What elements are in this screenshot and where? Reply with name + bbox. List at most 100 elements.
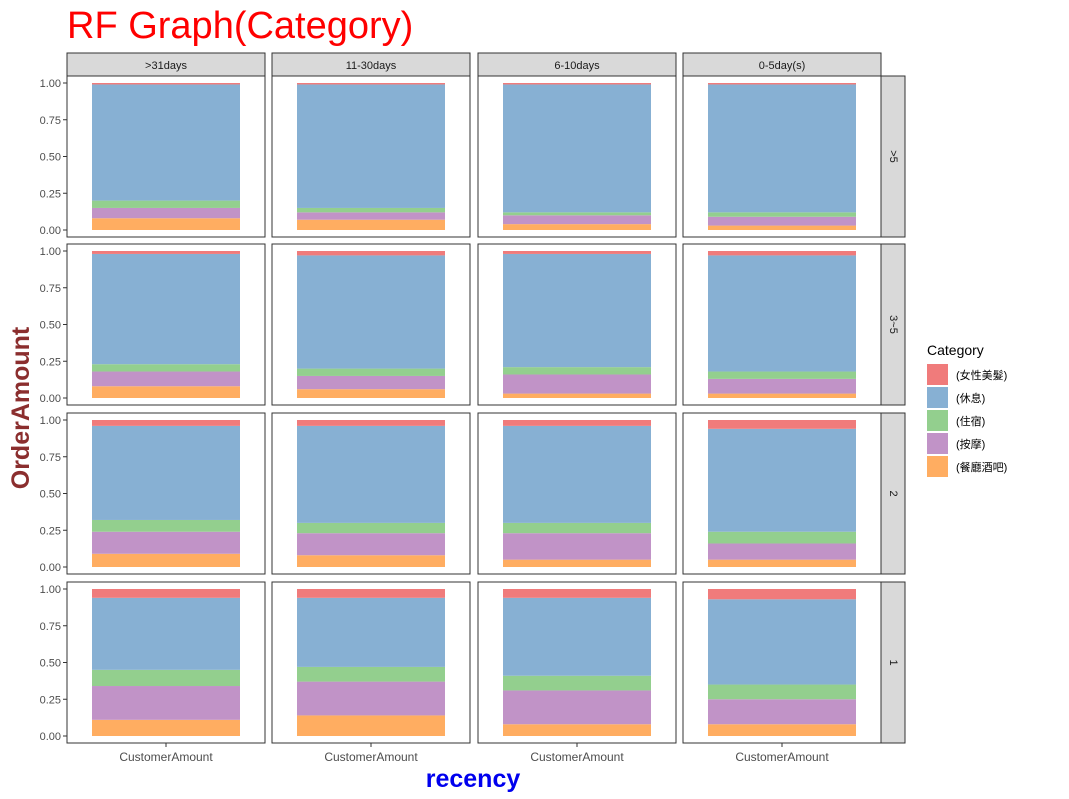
bar-segment <box>92 425 240 520</box>
legend-swatch <box>927 456 948 477</box>
bar-segment <box>503 533 651 560</box>
bar-segment <box>92 218 240 230</box>
bar-segment <box>297 666 445 682</box>
legend-label: (按摩) <box>956 437 985 451</box>
bar-segment <box>92 553 240 567</box>
bar-segment <box>503 425 651 523</box>
bar-segment <box>503 559 651 567</box>
bar-segment <box>297 420 445 426</box>
row-strip-label: >5 <box>887 150 899 163</box>
bar-segment <box>708 699 856 725</box>
legend-label: (餐廳酒吧) <box>956 460 1007 474</box>
bar-segment <box>92 371 240 387</box>
row-strip <box>880 243 906 406</box>
row-strip <box>880 75 906 238</box>
row-strip-label: 3~5 <box>887 315 899 334</box>
bar-segment <box>503 253 651 368</box>
bar-segment <box>297 84 445 208</box>
bar-segment <box>297 219 445 230</box>
legend-swatch <box>927 410 948 431</box>
bar-segment <box>92 84 240 201</box>
bar-segment <box>708 543 856 560</box>
bar-segment <box>708 559 856 567</box>
row-strip-label: 2 <box>887 490 899 496</box>
legend-title: Category <box>927 342 984 358</box>
bar-segment <box>708 212 856 217</box>
y-tick-label: 0.00 <box>40 562 61 574</box>
bar-segment <box>708 251 856 256</box>
legend-label: (住宿) <box>956 414 985 428</box>
bar-segment <box>92 207 240 219</box>
bar-segment <box>297 375 445 390</box>
bar-segment <box>708 83 856 85</box>
y-tick-label: 0.00 <box>40 393 61 405</box>
y-tick-label: 1.00 <box>40 246 61 258</box>
bar-segment <box>503 212 651 216</box>
bar-segment <box>92 364 240 372</box>
column-strip-label: 11-30days <box>346 60 397 72</box>
y-tick-label: 0.25 <box>40 356 61 368</box>
bar-segment <box>503 675 651 691</box>
bar-segment <box>503 724 651 736</box>
bar-segment <box>92 83 240 85</box>
bar-segment <box>708 84 856 213</box>
legend-swatch <box>927 433 948 454</box>
bar-segment <box>92 531 240 554</box>
y-tick-label: 0.75 <box>40 452 61 464</box>
column-strip-label: 0-5day(s) <box>759 60 805 72</box>
y-axis-label: OrderAmount <box>7 326 35 489</box>
bar-segment <box>92 589 240 598</box>
y-tick-label: 0.25 <box>40 188 61 200</box>
bar-segment <box>297 368 445 376</box>
y-tick-label: 0.00 <box>40 225 61 237</box>
bar-segment <box>297 251 445 256</box>
bar-segment <box>92 686 240 720</box>
bar-segment <box>503 393 651 398</box>
y-tick-label: 0.25 <box>40 694 61 706</box>
column-strip-label: >31days <box>145 60 187 72</box>
bar-segment <box>708 216 856 226</box>
bar-segment <box>297 389 445 398</box>
y-tick-label: 0.75 <box>40 621 61 633</box>
y-tick-label: 0.50 <box>40 320 61 332</box>
column-strip-label: 6-10days <box>554 60 600 72</box>
legend-label: (女性美髮) <box>956 368 1007 382</box>
bar-segment <box>708 420 856 429</box>
y-tick-label: 0.00 <box>40 731 61 743</box>
y-tick-label: 1.00 <box>40 584 61 596</box>
chart-title: RF Graph(Category) <box>67 5 413 47</box>
y-tick-label: 0.50 <box>40 489 61 501</box>
row-strip-label: 1 <box>887 659 899 665</box>
bar-segment <box>503 84 651 213</box>
y-tick-label: 1.00 <box>40 415 61 427</box>
bar-segment <box>708 589 856 600</box>
bar-segment <box>503 215 651 225</box>
bar-segment <box>92 719 240 736</box>
bar-segment <box>297 715 445 736</box>
x-tick-label: CustomerAmount <box>119 750 213 764</box>
bar-segment <box>708 531 856 544</box>
facet-grid: >31days 11-30days 6-10days 0-5day(s) >5 0.00 0… <box>40 52 906 764</box>
bar-segment <box>297 83 445 85</box>
y-tick-label: 0.75 <box>40 283 61 295</box>
bar-segment <box>92 200 240 208</box>
row-strip <box>880 412 906 575</box>
bar-segment <box>92 519 240 532</box>
bar-segment <box>297 425 445 523</box>
legend-swatch <box>927 364 948 385</box>
x-tick-label: CustomerAmount <box>530 750 624 764</box>
legend-swatch <box>927 387 948 408</box>
bar-segment <box>503 83 651 85</box>
y-tick-label: 1.00 <box>40 78 61 90</box>
bar-segment <box>503 522 651 534</box>
bar-segment <box>708 378 856 394</box>
y-tick-label: 0.25 <box>40 525 61 537</box>
y-tick-label: 0.75 <box>40 115 61 127</box>
bar-segment <box>503 251 651 254</box>
y-tick-label: 0.50 <box>40 658 61 670</box>
y-tick-label: 0.50 <box>40 152 61 164</box>
bar-segment <box>297 212 445 220</box>
bar-segment <box>708 255 856 372</box>
legend: Category (女性美髮) (休息) (住宿) (按摩) (餐廳酒吧) <box>927 342 1007 477</box>
bar-segment <box>708 393 856 398</box>
